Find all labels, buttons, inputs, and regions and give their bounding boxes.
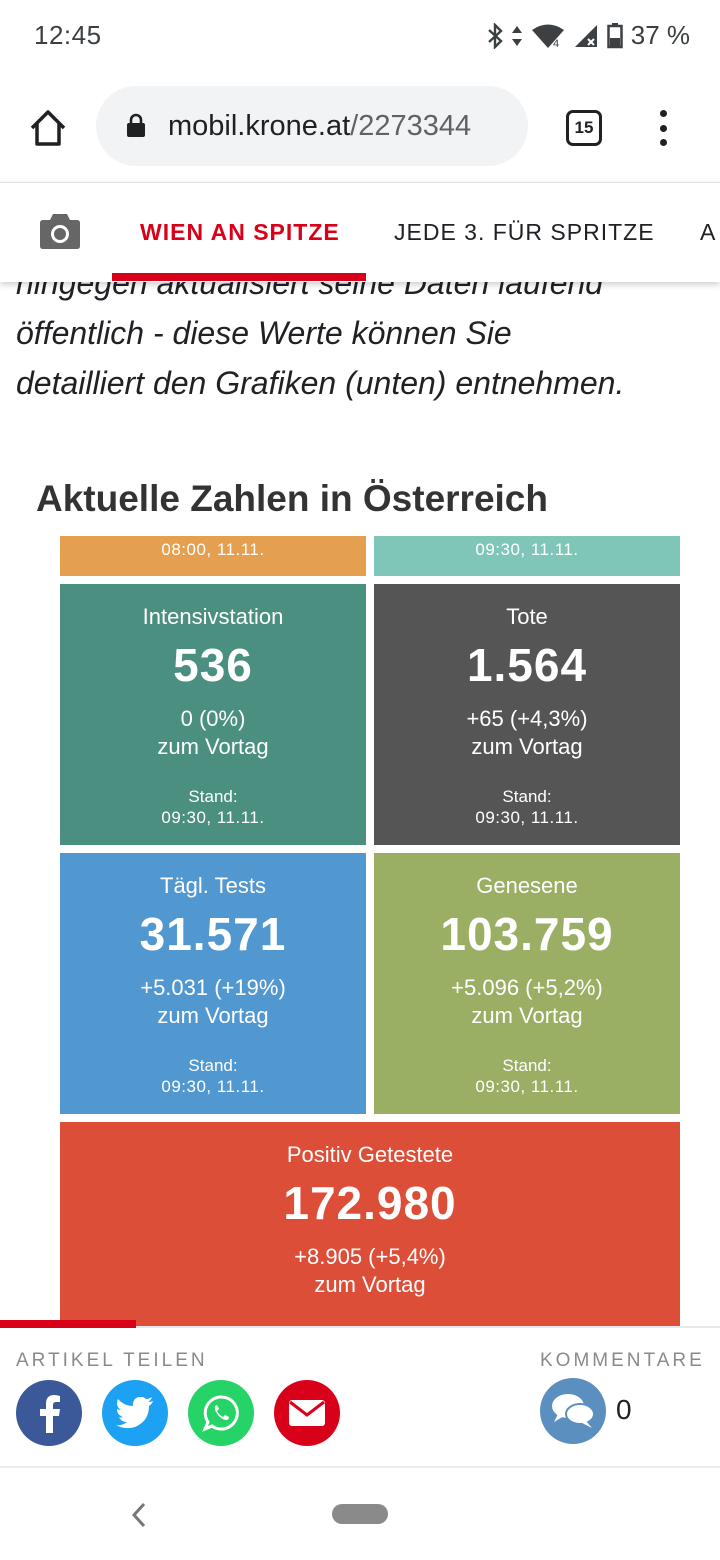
tile-date: 09:30, 11.11. — [475, 540, 579, 559]
tile-value: 103.759 — [440, 908, 614, 960]
url-domain: mobil.krone.at — [168, 110, 351, 142]
url-text[interactable]: mobil.krone.at/2273344 — [168, 110, 514, 143]
url-bar[interactable]: mobil.krone.at/2273344 — [96, 86, 528, 166]
mail-icon — [289, 1400, 325, 1426]
site-nav: WIEN AN SPITZE JEDE 3. FÜR SPRITZE A — [0, 182, 720, 282]
tile-label: Intensivstation — [142, 604, 284, 629]
tile-change: +8.905 (+5,4%) — [294, 1244, 446, 1269]
bluetooth-icon — [487, 22, 503, 49]
whatsapp-share-button[interactable] — [188, 1380, 254, 1446]
home-icon[interactable] — [26, 106, 70, 150]
overflow-menu-icon[interactable] — [652, 106, 674, 150]
tile-change: +5.031 (+19%) — [140, 975, 286, 1000]
tile-value: 1.564 — [466, 639, 588, 691]
status-bar: 12:45 4 37 % — [0, 0, 720, 72]
svg-text:4: 4 — [553, 38, 559, 49]
stat-tile-intensivstation: Intensivstation 536 0 (0%) zum Vortag St… — [60, 584, 366, 845]
facebook-share-button[interactable] — [16, 1380, 82, 1446]
active-tab-indicator — [112, 273, 366, 281]
tile-change: +65 (+4,3%) — [466, 706, 588, 731]
signal-icon — [574, 24, 597, 47]
whatsapp-icon — [202, 1395, 239, 1432]
tile-value: 172.980 — [283, 1177, 457, 1229]
tile-stand: Stand: — [502, 787, 552, 806]
stat-tile-taegl-tests: Tägl. Tests 31.571 +5.031 (+19%) zum Vor… — [60, 853, 366, 1114]
share-label: ARTIKEL TEILEN — [16, 1350, 208, 1371]
status-time: 12:45 — [34, 20, 102, 50]
tile-label: Positiv Getestete — [286, 1142, 454, 1167]
browser-toolbar: mobil.krone.at/2273344 15 — [0, 72, 720, 182]
data-arrows-icon — [511, 25, 522, 46]
camera-icon[interactable] — [38, 211, 82, 251]
tile-stand: Stand: — [188, 787, 238, 806]
tile-sub: zum Vortag — [157, 1003, 269, 1028]
nav-item-next[interactable]: A — [700, 219, 717, 245]
nav-item-wien-an-spitze[interactable]: WIEN AN SPITZE — [140, 219, 340, 245]
twitter-share-button[interactable] — [102, 1380, 168, 1446]
back-chevron-icon[interactable] — [128, 1500, 150, 1530]
comments-label: KOMMENTARE — [540, 1350, 705, 1371]
stat-tile-positiv-getestete: Positiv Getestete 172.980 +8.905 (+5,4%)… — [60, 1122, 680, 1332]
tile-date: 09:30, 11.11. — [161, 1077, 265, 1096]
tile-stand: Stand: — [188, 1056, 238, 1075]
battery-percent: 37 % — [630, 20, 690, 50]
tile-change: +5.096 (+5,2%) — [451, 975, 603, 1000]
stat-tile-top-left: 08:00, 11.11. — [60, 536, 366, 576]
stat-tile-tote: Tote 1.564 +65 (+4,3%) zum Vortag Stand:… — [374, 584, 680, 845]
comments-icon — [552, 1394, 595, 1428]
tile-sub: zum Vortag — [314, 1272, 426, 1297]
stat-tile-genesene: Genesene 103.759 +5.096 (+5,2%) zum Vort… — [374, 853, 680, 1114]
tile-value: 536 — [173, 639, 253, 691]
tile-value: 31.571 — [139, 908, 287, 960]
tile-sub: zum Vortag — [471, 1003, 583, 1028]
tile-change: 0 (0%) — [180, 706, 246, 731]
article-line-2: detailliert den Grafiken (unten) entnehm… — [16, 365, 625, 401]
battery-icon — [606, 22, 623, 48]
tile-sub: zum Vortag — [157, 734, 269, 759]
tile-label: Genesene — [476, 873, 578, 898]
status-icons: 4 37 % — [487, 20, 690, 51]
mail-share-button[interactable] — [274, 1380, 340, 1446]
lock-icon — [127, 113, 145, 137]
facebook-icon — [40, 1395, 60, 1433]
tile-date: 09:30, 11.11. — [475, 1077, 579, 1096]
wifi-icon: 4 — [531, 24, 564, 49]
share-bar: ARTIKEL TEILEN KOMMENTARE 0 — [0, 1320, 720, 1466]
tile-sub: zum Vortag — [471, 734, 583, 759]
section-title: Aktuelle Zahlen in Österreich — [36, 478, 548, 519]
stat-tile-top-right: 09:30, 11.11. — [374, 536, 680, 576]
tile-stand: Stand: — [502, 1056, 552, 1075]
tile-date: 09:30, 11.11. — [161, 808, 265, 827]
home-pill[interactable] — [332, 1504, 388, 1524]
system-nav-bar — [0, 1466, 720, 1560]
tile-date: 09:30, 11.11. — [475, 808, 579, 827]
tile-date: 08:00, 11.11. — [161, 540, 265, 559]
tile-label: Tägl. Tests — [160, 873, 266, 898]
tile-label: Tote — [506, 604, 548, 629]
tab-switcher-button[interactable]: 15 — [566, 110, 602, 146]
share-accent-mark — [0, 1320, 136, 1328]
url-path: /2273344 — [350, 110, 472, 142]
comments-button[interactable] — [540, 1378, 606, 1444]
article-line-1: öffentlich - diese Werte können Sie — [16, 315, 512, 351]
nav-item-jede-3-fuer-spritze[interactable]: JEDE 3. FÜR SPRITZE — [394, 219, 655, 245]
comments-count: 0 — [616, 1394, 632, 1425]
twitter-icon — [116, 1397, 153, 1429]
